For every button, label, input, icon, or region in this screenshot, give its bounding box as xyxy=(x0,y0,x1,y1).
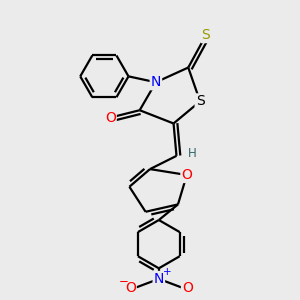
Text: S: S xyxy=(196,94,204,108)
Text: O: O xyxy=(182,168,192,182)
Text: S: S xyxy=(202,28,210,42)
Text: O: O xyxy=(105,111,116,124)
Text: N: N xyxy=(151,75,161,89)
Text: O: O xyxy=(182,281,193,295)
Text: H: H xyxy=(188,147,196,160)
Text: N: N xyxy=(154,272,164,286)
Text: O: O xyxy=(125,281,136,295)
Text: −: − xyxy=(118,275,128,288)
Text: +: + xyxy=(163,267,171,278)
